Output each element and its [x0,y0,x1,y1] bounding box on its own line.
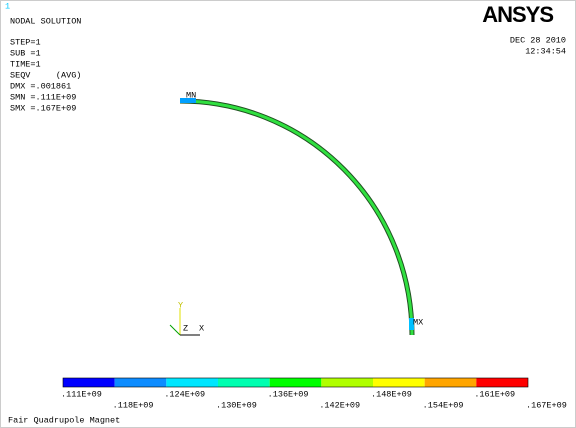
date: DEC 28 2010 [510,35,566,45]
info-line: SUB =1 [10,48,41,58]
logo: ANSYS [482,2,553,27]
info-line: TIME=1 [10,59,41,69]
time: 12:34:54 [525,46,566,56]
info-line: SEQV (AVG) [10,70,81,80]
info-line: STEP=1 [10,37,41,47]
info-line: DMX =.001861 [10,81,71,91]
legend-swatch [218,378,270,387]
info-line: SMN =.111E+09 [10,92,76,102]
legend-swatch [166,378,218,387]
axis-x-label: X [199,323,204,333]
legend-label: .130E+09 [216,400,257,410]
plot-title: NODAL SOLUTION [10,16,81,26]
legend-label: .161E+09 [474,389,515,399]
axis-z-label: Z [183,323,188,333]
legend-swatch [476,378,528,387]
legend-label: .118E+09 [113,400,154,410]
legend-swatch [373,378,425,387]
legend-label: .148E+09 [371,389,412,399]
legend-swatch [270,378,322,387]
footer-title: Fair Quadrupole Magnet [8,415,120,425]
legend-swatch [115,378,167,387]
min-label: MN [186,90,196,100]
ansys-window: 1 NODAL SOLUTION STEP=1SUB =1TIME=1SEQV … [0,0,576,428]
axis-y-label: Y [178,300,183,310]
legend-swatch [321,378,373,387]
window-number: 1 [5,1,10,11]
legend-label: .142E+09 [319,400,360,410]
legend-label: .154E+09 [423,400,464,410]
legend-label: .136E+09 [268,389,309,399]
legend-label: .124E+09 [164,389,205,399]
frame [1,1,576,428]
legend-label: .167E+09 [526,400,567,410]
legend-swatch [425,378,477,387]
legend-swatch [63,378,115,387]
info-line: SMX =.167E+09 [10,103,76,113]
max-label: MX [413,317,423,327]
legend-label: .111E+09 [61,389,102,399]
